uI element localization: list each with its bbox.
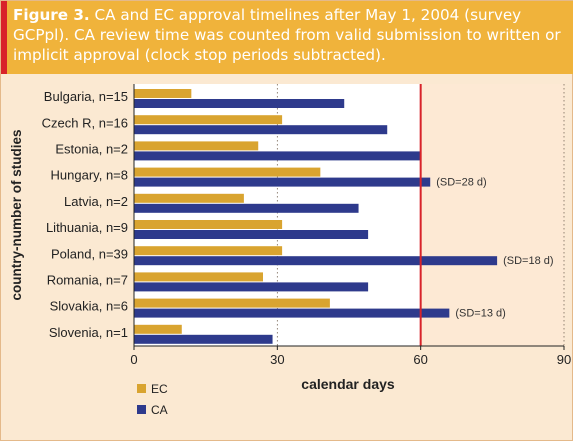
caption-header: Figure 3. CA and EC approval timelines a… xyxy=(1,1,573,74)
category-label: Lithuania, n=9 xyxy=(46,220,128,235)
ec-bar xyxy=(134,324,182,334)
ca-bar xyxy=(134,308,450,318)
legend-swatch-ec xyxy=(137,384,146,393)
ca-bar xyxy=(134,177,431,187)
ec-bar xyxy=(134,167,321,177)
legend-label-ca: CA xyxy=(151,403,168,417)
category-label: Estonia, n=2 xyxy=(55,142,128,157)
legend-label-ec: EC xyxy=(151,382,168,396)
category-label: Slovakia, n=6 xyxy=(50,299,128,314)
category-label: Poland, n=39 xyxy=(51,246,128,261)
ca-bar xyxy=(134,151,421,161)
sd-annotation: (SD=13 d) xyxy=(455,308,505,320)
ca-bar xyxy=(134,203,359,213)
y-axis-label: country-number of studies xyxy=(9,129,24,300)
ec-bar xyxy=(134,89,192,98)
caption-accent-bar xyxy=(1,1,7,74)
ec-bar xyxy=(134,298,330,308)
figure-label: Figure 3. xyxy=(13,6,90,24)
ec-bar xyxy=(134,220,283,229)
category-label: Romania, n=7 xyxy=(47,273,128,288)
figure-caption: Figure 3. CA and EC approval timelines a… xyxy=(13,5,565,65)
bar-chart: Bulgaria, n=15 Czech R, n=16 Estonia, n=2 H… xyxy=(9,84,571,417)
sd-annotation: (SD=18 d) xyxy=(503,255,553,267)
plot-area-right xyxy=(420,84,564,346)
ca-bar xyxy=(134,334,273,344)
category-label: Bulgaria, n=15 xyxy=(44,89,128,104)
category-label: Czech R, n=16 xyxy=(42,115,128,130)
x-tick-label: 90 xyxy=(557,352,571,367)
ca-bar xyxy=(134,125,388,135)
x-tick-label: 30 xyxy=(270,352,284,367)
x-tick-label: 0 xyxy=(130,352,137,367)
ec-bar xyxy=(134,193,244,203)
sd-annotation: (SD=28 d) xyxy=(436,177,486,189)
ec-bar xyxy=(134,141,259,151)
category-label: Latvia, n=2 xyxy=(64,194,128,209)
ec-bar xyxy=(134,272,263,282)
x-tick-label: 60 xyxy=(413,352,427,367)
ca-bar xyxy=(134,230,369,239)
category-label: Hungary, n=8 xyxy=(51,168,128,183)
ec-bar xyxy=(134,246,283,256)
legend-swatch-ca xyxy=(137,405,146,414)
ca-bar xyxy=(134,99,345,108)
x-axis-label: calendar days xyxy=(301,376,395,392)
ca-bar xyxy=(134,282,369,292)
ec-bar xyxy=(134,115,283,125)
ca-bar xyxy=(134,256,498,266)
caption-text: CA and EC approval timelines after May 1… xyxy=(13,6,561,64)
category-label: Slovenia, n=1 xyxy=(49,325,128,340)
